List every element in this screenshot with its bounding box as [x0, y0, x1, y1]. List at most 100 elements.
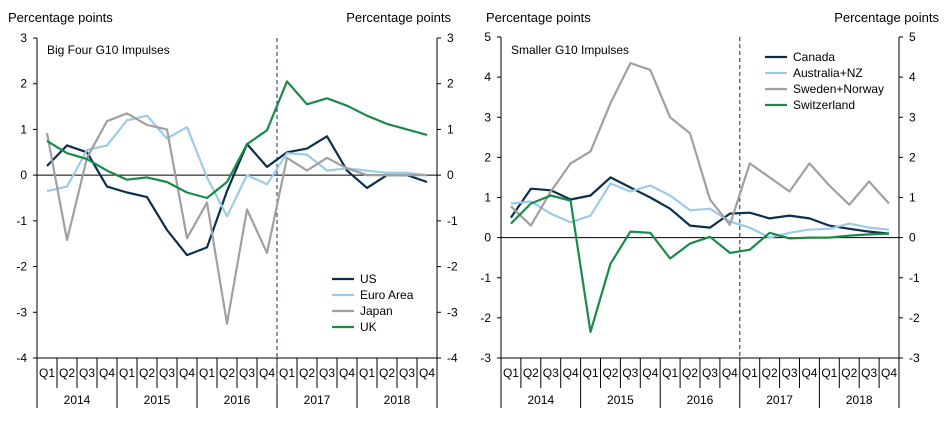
- right-quarter-label: Q4: [801, 366, 817, 380]
- right-ytick-label-left: 4: [484, 70, 491, 84]
- right-legend-label-sweden-norway: Sweden+Norway: [793, 82, 884, 96]
- right-legend-label-australia-nz: Australia+NZ: [793, 66, 863, 80]
- right-ytick-label-right: 3: [909, 110, 916, 124]
- right-ytick-label-left: 2: [484, 150, 491, 164]
- left-quarter-label: Q3: [159, 366, 175, 380]
- left-year-label: 2014: [64, 393, 91, 407]
- left-ytick-label-right: -2: [447, 260, 458, 274]
- left-quarter-label: Q2: [59, 366, 75, 380]
- left-quarter-label: Q2: [379, 366, 395, 380]
- right-chart-title: Smaller G10 Impulses: [511, 43, 629, 57]
- right-quarter-label: Q2: [523, 366, 539, 380]
- right-quarter-label: Q4: [881, 366, 897, 380]
- right-quarter-label: Q4: [722, 366, 738, 380]
- left-quarter-label: Q1: [39, 366, 55, 380]
- left-y-label: Percentage points: [8, 10, 113, 25]
- right-ytick-label-left: 3: [484, 110, 491, 124]
- right-quarter-label: Q3: [543, 366, 559, 380]
- left-quarter-label: Q4: [419, 366, 435, 380]
- left-quarter-label: Q4: [179, 366, 195, 380]
- right-ytick-label-right: 2: [909, 150, 916, 164]
- left-quarter-label: Q3: [239, 366, 255, 380]
- left-ytick-label-right: 2: [447, 77, 454, 91]
- left-y-label-right: Percentage points: [346, 10, 451, 25]
- right-quarter-label: Q1: [662, 366, 678, 380]
- left-line-japan: [45, 112, 427, 325]
- left-line-euro-area: [46, 114, 428, 218]
- right-legend-label-canada: Canada: [793, 50, 835, 64]
- left-year-label: 2016: [224, 393, 251, 407]
- right-quarter-label: Q2: [841, 366, 857, 380]
- left-ytick-label-left: -2: [16, 260, 27, 274]
- right-ytick-label-left: -1: [480, 271, 491, 285]
- left-quarter-label: Q2: [139, 366, 155, 380]
- right-chart-panel: Percentage points Percentage points Smal…: [480, 10, 939, 408]
- left-quarter-label: Q3: [319, 366, 335, 380]
- right-year-label: 2016: [687, 393, 714, 407]
- left-ytick-label-right: -4: [447, 351, 458, 365]
- left-ytick-label-right: -3: [447, 305, 458, 319]
- right-ytick-label-left: 1: [484, 191, 491, 205]
- right-line-sweden-norway: [510, 61, 890, 227]
- left-ytick-label-right: 0: [447, 168, 454, 182]
- right-year-label: 2015: [607, 393, 634, 407]
- right-ytick-label-right: -3: [909, 351, 920, 365]
- right-quarter-label: Q2: [762, 366, 778, 380]
- left-ytick-label-right: 1: [447, 122, 454, 136]
- right-quarter-label: Q1: [583, 366, 599, 380]
- left-line-us: [46, 135, 428, 257]
- right-quarter-label: Q1: [503, 366, 519, 380]
- right-ytick-label-left: -3: [480, 351, 491, 365]
- right-quarter-label: Q2: [602, 366, 618, 380]
- right-ytick-label-right: 1: [909, 191, 916, 205]
- left-ytick-label-left: 2: [20, 77, 27, 91]
- left-legend-label-euro-area: Euro Area: [360, 288, 414, 302]
- right-line-canada: [509, 176, 890, 235]
- left-ytick-label-left: 1: [20, 122, 27, 136]
- right-quarter-label: Q4: [642, 366, 658, 380]
- left-legend-label-japan: Japan: [360, 304, 393, 318]
- right-legend: Canada Australia+NZ Sweden+Norway Switzerla…: [765, 50, 884, 112]
- right-axes: -3 -3-2 -2-1 -10 01 12 23 34 45 5Q1 Q2 Q3 Q4 Q1 Q2 Q3 Q4…: [480, 30, 920, 408]
- left-quarter-label: Q1: [359, 366, 375, 380]
- left-quarter-label: Q1: [119, 366, 135, 380]
- left-series-lines: [45, 80, 428, 325]
- left-quarter-label: Q3: [399, 366, 415, 380]
- right-year-label: 2018: [846, 393, 873, 407]
- right-year-label: 2017: [766, 393, 793, 407]
- left-quarter-label: Q2: [219, 366, 235, 380]
- left-legend-label-us: US: [360, 272, 377, 286]
- left-quarter-label: Q1: [279, 366, 295, 380]
- left-chart-title: Big Four G10 Impulses: [47, 43, 170, 57]
- right-quarter-label: Q2: [682, 366, 698, 380]
- left-quarter-label: Q4: [259, 366, 275, 380]
- left-quarter-label: Q3: [79, 366, 95, 380]
- left-year-label: 2015: [144, 393, 171, 407]
- right-y-label-right: Percentage points: [834, 10, 939, 25]
- left-chart-panel: Percentage points Percentage points Big …: [8, 10, 458, 408]
- left-ytick-label-left: 0: [20, 168, 27, 182]
- right-ytick-label-right: -2: [909, 311, 920, 325]
- right-quarter-label: Q4: [563, 366, 579, 380]
- left-legend-label-uk: UK: [360, 320, 377, 334]
- right-ytick-label-right: 5: [909, 30, 916, 44]
- left-year-label: 2017: [304, 393, 331, 407]
- right-ytick-label-right: -1: [909, 271, 920, 285]
- right-ytick-label-right: 4: [909, 70, 916, 84]
- left-legend: US Euro Area Japan UK: [332, 272, 414, 334]
- right-quarter-label: Q3: [861, 366, 877, 380]
- left-ytick-label-left: -3: [16, 305, 27, 319]
- right-y-label: Percentage points: [486, 10, 591, 25]
- left-ytick-label-left: -1: [16, 214, 27, 228]
- right-ytick-label-right: 0: [909, 231, 916, 245]
- right-quarter-label: Q3: [702, 366, 718, 380]
- left-quarter-label: Q4: [339, 366, 355, 380]
- left-ytick-label-left: 3: [20, 31, 27, 45]
- left-year-label: 2018: [384, 393, 411, 407]
- left-ytick-label-left: -4: [16, 351, 27, 365]
- left-ytick-label-right: 3: [447, 31, 454, 45]
- right-series-lines: [509, 61, 890, 333]
- right-quarter-label: Q1: [821, 366, 837, 380]
- left-quarter-label: Q4: [99, 366, 115, 380]
